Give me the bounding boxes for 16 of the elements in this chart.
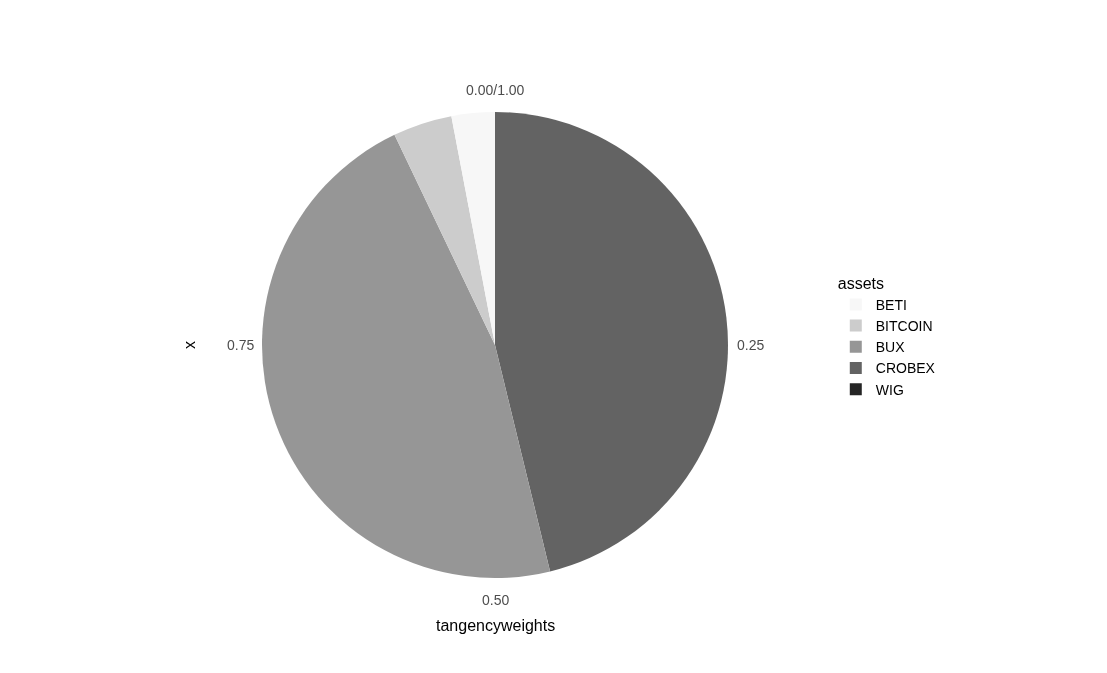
- pie-slice: [451, 112, 495, 345]
- text: 0.75: [227, 337, 255, 353]
- legend-label: WIG: [875, 381, 904, 398]
- pie-slice: [394, 116, 495, 345]
- legend-title: assets: [837, 274, 885, 292]
- legend-label: BUX: [875, 339, 906, 356]
- text: 0.25: [737, 337, 765, 353]
- legend-label: CROBEX: [875, 360, 936, 377]
- text: 0.50: [482, 592, 510, 608]
- legend-label: BETI: [875, 296, 907, 313]
- text: 0.00/1.00: [466, 82, 525, 98]
- pie-slice: [495, 112, 728, 572]
- pie-slice: [262, 134, 551, 578]
- text: x: [181, 341, 198, 349]
- legend-label: BITCOIN: [875, 318, 933, 335]
- text: tangencyweights: [436, 617, 556, 634]
